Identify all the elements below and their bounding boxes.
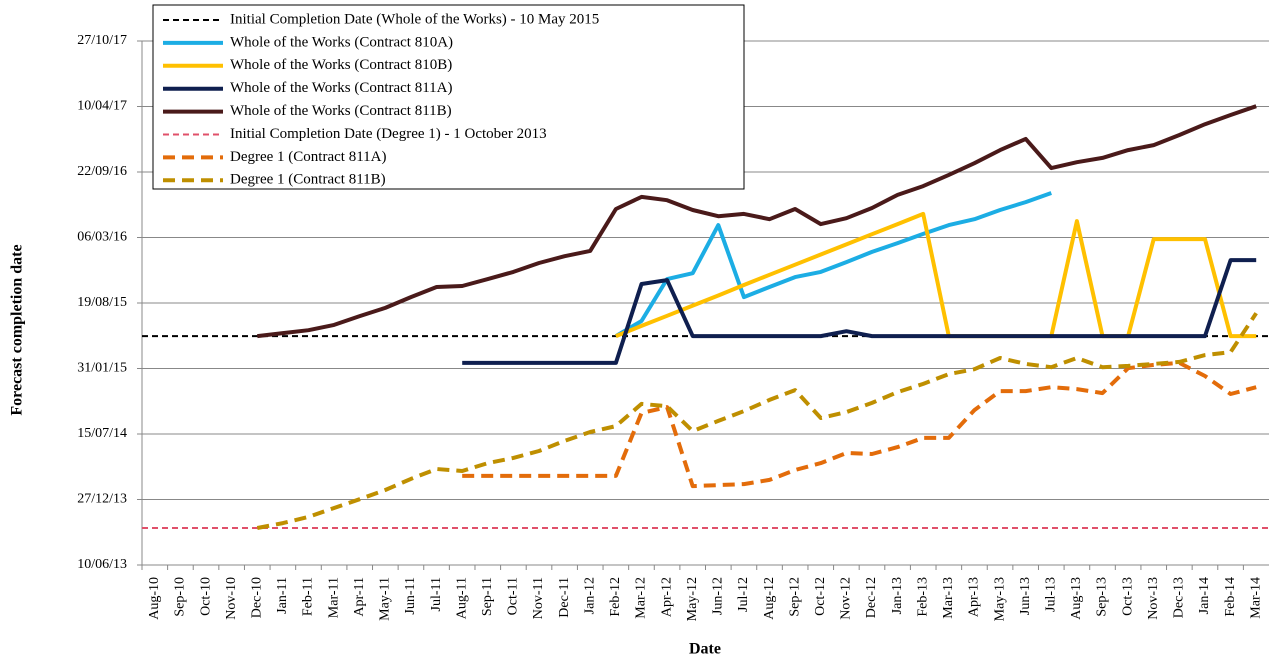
series-line (257, 104, 1257, 339)
y-tick-label: 10/04/17 (77, 99, 127, 114)
x-tick-label: Dec-12 (864, 577, 879, 618)
x-tick-label: Jan-14 (1197, 577, 1212, 614)
x-tick-label: Mar-12 (634, 577, 649, 619)
legend-text: Whole of the Works (Contract 810A) (230, 34, 453, 50)
x-tick-label: Feb-11 (301, 577, 316, 616)
legend-text: Initial Completion Date (Whole of the Wo… (230, 11, 599, 27)
y-tick-label: 27/12/13 (77, 492, 127, 507)
x-tick-label: Dec-13 (1172, 577, 1187, 618)
x-tick-label: Jan-12 (582, 577, 597, 614)
x-tick-label: Oct-10 (198, 577, 213, 616)
x-tick-label: Feb-14 (1223, 577, 1238, 617)
x-tick-label: Jul-12 (736, 577, 751, 612)
x-tick-label: Feb-13 (915, 577, 930, 617)
x-tick-label: Jun-13 (1018, 577, 1033, 615)
legend-text: Whole of the Works (Contract 811A) (230, 80, 453, 96)
x-tick-label: Dec-11 (557, 577, 572, 618)
series-line (256, 312, 1258, 530)
legend-text: Degree 1 (Contract 811B) (230, 172, 386, 188)
legend-text: Whole of the Works (Contract 811B) (230, 103, 452, 119)
x-axis-title: Date (689, 641, 721, 658)
x-tick-label: Apr-13 (967, 577, 982, 617)
series-line (615, 211, 1257, 339)
x-tick-label: Jun-11 (403, 577, 418, 615)
x-tick-label: Sep-10 (173, 577, 188, 617)
x-tick-label: Apr-11 (352, 577, 367, 617)
series-line (462, 360, 1257, 489)
legend-box (152, 4, 745, 190)
x-tick-label: Oct-12 (813, 577, 828, 616)
legend-text: Degree 1 (Contract 811A) (230, 149, 386, 165)
x-tick-label: May-12 (685, 577, 700, 621)
x-tick-label: Aug-11 (454, 577, 469, 619)
x-tick-label: Mar-14 (1248, 577, 1263, 619)
y-tick-label: 19/08/15 (77, 295, 127, 310)
x-tick-label: Dec-10 (249, 577, 264, 618)
x-tick-label: Oct-13 (1120, 577, 1135, 616)
x-tick-label: Jul-11 (429, 577, 444, 611)
x-tick-label: Jan-11 (275, 577, 290, 614)
x-tick-label: May-13 (992, 577, 1007, 621)
x-tick-label: Apr-12 (659, 577, 674, 617)
x-tick-label: Sep-12 (787, 577, 802, 617)
y-tick-label: 15/07/14 (77, 426, 127, 441)
series-line (614, 191, 1052, 338)
legend: Initial Completion Date (Whole of the Wo… (152, 4, 745, 190)
x-tick-label: Jul-13 (1044, 577, 1059, 612)
y-tick-label: 10/06/13 (77, 557, 127, 572)
x-tick-label: Mar-13 (941, 577, 956, 619)
y-tick-label: 31/01/15 (77, 361, 127, 376)
x-tick-label: Sep-11 (480, 577, 495, 616)
x-tick-label: Nov-10 (224, 577, 239, 620)
x-tick-label: Nov-12 (839, 577, 854, 620)
x-tick-label: Jan-13 (890, 577, 905, 614)
y-tick-label: 27/10/17 (77, 33, 127, 48)
legend-text: Whole of the Works (Contract 810B) (230, 57, 452, 73)
legend-text: Initial Completion Date (Degree 1) - 1 O… (230, 126, 547, 142)
x-tick-label: May-11 (378, 577, 393, 621)
x-tick-label: Mar-11 (326, 577, 341, 618)
y-tick-label: 06/03/16 (77, 230, 127, 245)
x-tick-label: Aug-13 (1069, 577, 1084, 620)
y-tick-label: 22/09/16 (77, 164, 127, 179)
x-tick-label: Nov-13 (1146, 577, 1161, 620)
x-tick-label: Feb-12 (608, 577, 623, 617)
series-line (462, 258, 1257, 365)
x-tick-label: Sep-13 (1095, 577, 1110, 617)
x-tick-label: Nov-11 (531, 577, 546, 619)
y-axis-title: Forecast completion date (9, 244, 26, 415)
x-tick-label: Jun-12 (711, 577, 726, 615)
x-tick-label: Aug-10 (147, 577, 162, 620)
x-tick-label: Oct-11 (506, 577, 521, 615)
x-tick-label: Aug-12 (762, 577, 777, 620)
